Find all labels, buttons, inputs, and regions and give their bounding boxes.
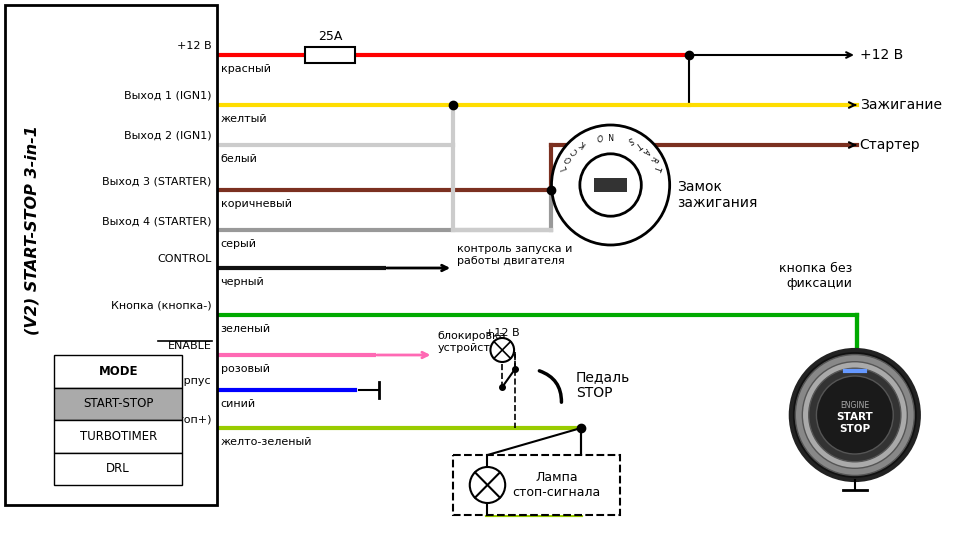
Text: Кнопка (кнопка-): Кнопка (кнопка-): [111, 301, 212, 311]
Bar: [594, 178, 627, 192]
Bar: [54, 388, 182, 420]
Bar: [5, 5, 217, 505]
Text: MODE: MODE: [99, 364, 138, 378]
Text: контроль запуска и
работы двигателя: контроль запуска и работы двигателя: [457, 245, 572, 266]
Text: START: START: [836, 412, 874, 422]
Text: T: T: [652, 164, 661, 172]
Text: серый: серый: [221, 239, 256, 249]
Text: +12 В: +12 В: [485, 328, 519, 338]
Text: Педаль
STOP: Педаль STOP: [576, 370, 631, 400]
Text: START-STOP: START-STOP: [83, 397, 154, 410]
Circle shape: [795, 355, 914, 475]
Text: STOP: STOP: [839, 424, 871, 434]
Text: DRL: DRL: [107, 462, 130, 475]
Text: ENABLE: ENABLE: [168, 341, 212, 351]
Text: S: S: [626, 134, 634, 144]
Text: Выход 4 (STARTER): Выход 4 (STARTER): [102, 216, 212, 226]
Circle shape: [803, 362, 907, 468]
Text: Выход 2 (IGN1): Выход 2 (IGN1): [124, 131, 212, 141]
Circle shape: [816, 376, 893, 454]
Text: желто-зеленый: желто-зеленый: [221, 437, 312, 447]
Text: 25A: 25A: [318, 30, 342, 43]
Text: Выход 3 (STARTER): Выход 3 (STARTER): [103, 176, 212, 186]
Text: C: C: [569, 146, 580, 156]
Text: Выход 1 (IGN1): Выход 1 (IGN1): [124, 91, 212, 101]
Text: +12 В: +12 В: [177, 41, 212, 51]
Circle shape: [469, 467, 505, 503]
Text: Лампа
стоп-сигнала: Лампа стоп-сигнала: [513, 471, 601, 499]
Circle shape: [491, 338, 514, 362]
Text: блокировка
устройства: блокировка устройства: [437, 332, 506, 353]
Text: ENGINE: ENGINE: [840, 401, 870, 409]
Text: Замок
зажигания: Замок зажигания: [678, 180, 758, 210]
Text: желтый: желтый: [221, 114, 267, 124]
Text: белый: белый: [221, 154, 257, 164]
Text: кнопка без
фиксации: кнопка без фиксации: [779, 262, 852, 290]
Text: коричневый: коричневый: [221, 199, 292, 209]
Text: T: T: [635, 139, 643, 149]
Bar: [54, 453, 182, 485]
Text: розовый: розовый: [221, 364, 270, 374]
Bar: [453, 455, 620, 515]
Text: зеленый: зеленый: [221, 324, 271, 334]
Text: Стоп (стоп+): Стоп (стоп+): [135, 414, 212, 424]
Text: +12 В: +12 В: [860, 48, 903, 62]
Text: красный: красный: [221, 64, 271, 74]
Circle shape: [551, 125, 670, 245]
Text: L: L: [560, 164, 569, 171]
Text: Корпус: Корпус: [170, 376, 212, 386]
Circle shape: [580, 154, 641, 216]
Text: синий: синий: [221, 399, 255, 409]
Circle shape: [791, 350, 919, 480]
Text: A: A: [641, 146, 652, 156]
Bar: [54, 355, 182, 388]
Text: K: K: [578, 139, 587, 149]
Text: N: N: [608, 131, 613, 139]
Text: Стартер: Стартер: [860, 138, 921, 152]
Circle shape: [808, 368, 900, 462]
Text: Зажигание: Зажигание: [860, 98, 942, 112]
Bar: [305, 47, 354, 63]
Text: R: R: [647, 154, 658, 164]
Text: O: O: [564, 154, 574, 164]
Text: CONTROL: CONTROL: [157, 254, 212, 264]
Text: черный: черный: [221, 277, 264, 287]
Text: (V2) START-STOP 3-in-1: (V2) START-STOP 3-in-1: [25, 125, 40, 335]
Bar: [54, 420, 182, 453]
Text: TURBOTIMER: TURBOTIMER: [80, 430, 156, 443]
Text: O: O: [597, 131, 605, 141]
